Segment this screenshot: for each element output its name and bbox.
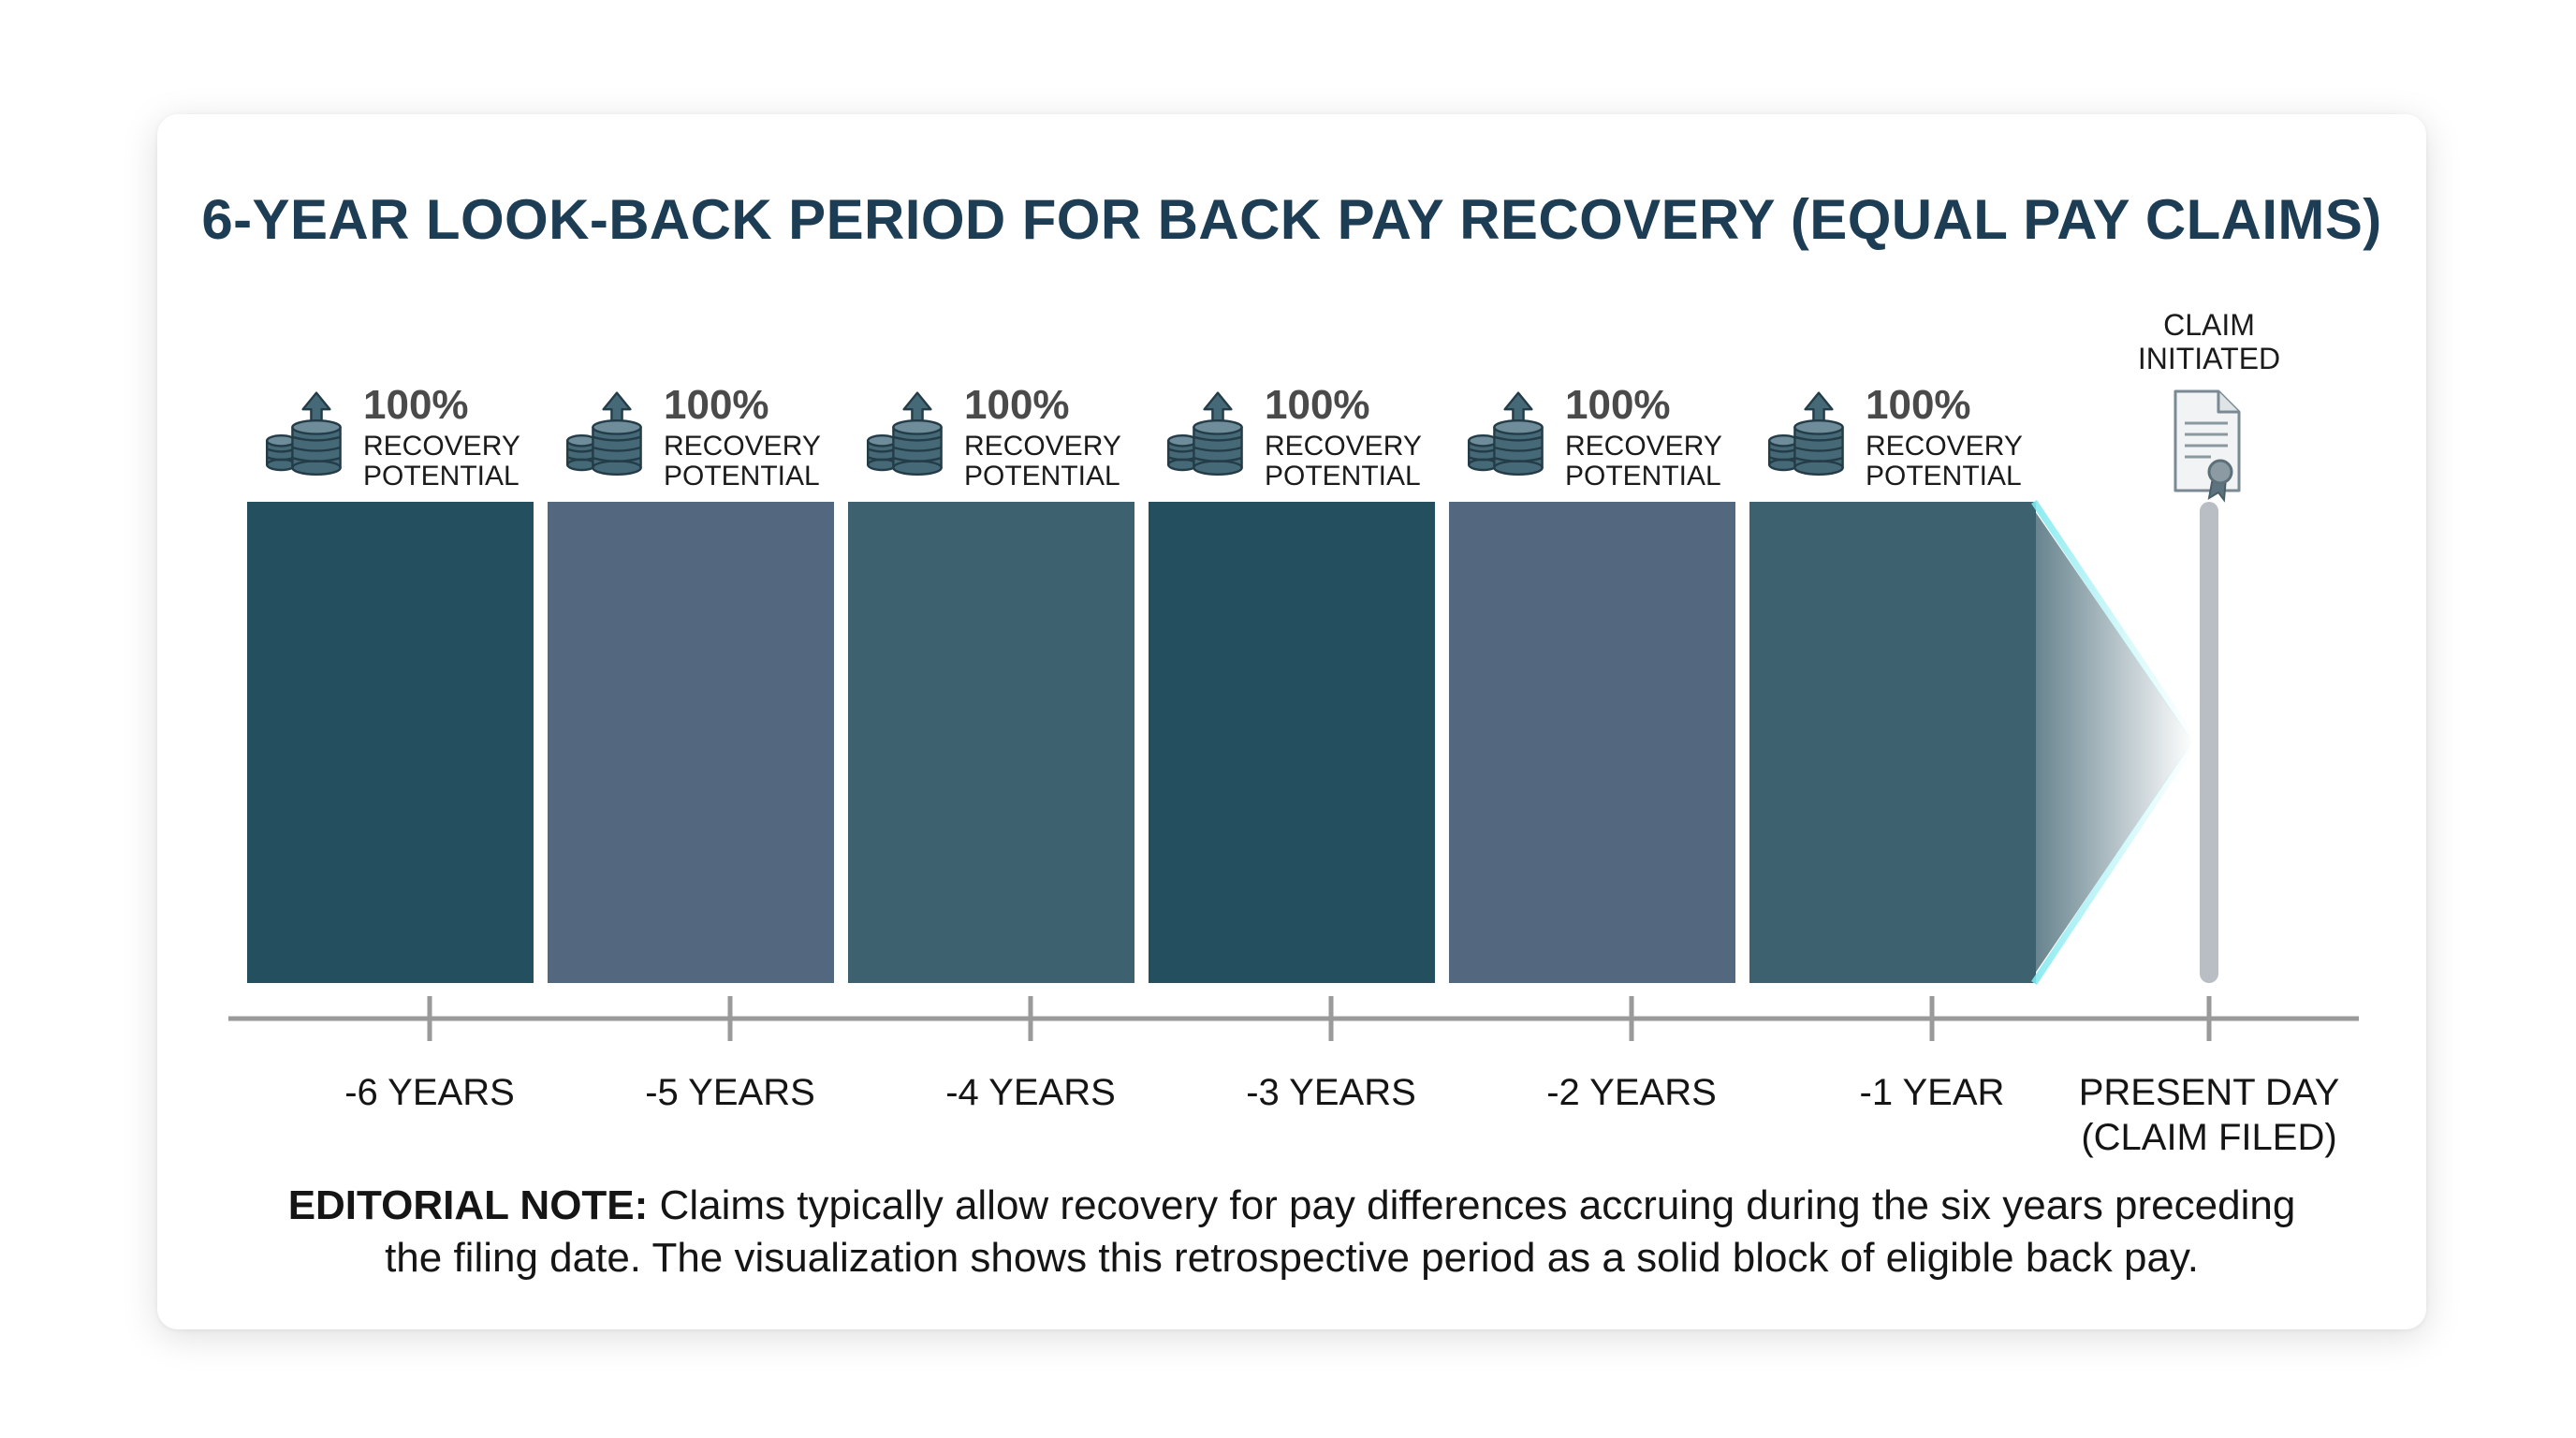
recovery-percent: 100% — [964, 382, 1070, 428]
recovery-label-1: RECOVERY — [1265, 431, 1422, 462]
timeline-tick-label: -5 YEARS — [645, 1072, 815, 1113]
period-block — [848, 502, 1134, 983]
recovery-percent: 100% — [1866, 382, 1971, 428]
page-title: 6-YEAR LOOK-BACK PERIOD FOR BACK PAY REC… — [201, 188, 2382, 251]
timeline-tick-label: -4 YEARS — [945, 1072, 1116, 1113]
recovery-label-1: RECOVERY — [664, 431, 821, 462]
timeline-tick-label: -6 YEARS — [344, 1072, 515, 1113]
recovery-label-2: POTENTIAL — [1565, 461, 1721, 492]
coin-stack-up-arrow-icon — [565, 391, 643, 477]
recovery-label-2: POTENTIAL — [664, 461, 820, 492]
recovery-label-2: POTENTIAL — [1265, 461, 1421, 492]
recovery-label-1: RECOVERY — [964, 431, 1121, 462]
recovery-percent: 100% — [363, 382, 469, 428]
timeline-tick-label: -3 YEARS — [1246, 1072, 1416, 1113]
coin-stack-up-arrow-icon — [1767, 391, 1845, 477]
recovery-label-1: RECOVERY — [1866, 431, 2023, 462]
period-block — [548, 502, 834, 983]
claim-initiated-label-1: CLAIM — [2163, 308, 2255, 342]
fade-arrow-edge — [2031, 500, 2200, 985]
fade-arrow — [1991, 502, 2193, 983]
infographic-card: 6-YEAR LOOK-BACK PERIOD FOR BACK PAY REC… — [157, 114, 2426, 1329]
certificate-document-icon — [2174, 389, 2241, 503]
editorial-note-line-1: EDITORIAL NOTE: Claims typically allow r… — [157, 1180, 2426, 1232]
editorial-note-label: EDITORIAL NOTE: — [287, 1182, 649, 1228]
recovery-label-2: POTENTIAL — [363, 461, 520, 492]
recovery-label-1: RECOVERY — [1565, 431, 1722, 462]
coin-stack-up-arrow-icon — [866, 391, 944, 477]
period-block — [1149, 502, 1435, 983]
coin-stack-up-arrow-icon — [1467, 391, 1544, 477]
timeline-tick-label: -2 YEARS — [1546, 1072, 1717, 1113]
period-block — [247, 502, 534, 983]
recovery-label-1: RECOVERY — [363, 431, 520, 462]
period-block — [1749, 502, 2036, 983]
present-day-label-2: (CLAIM FILED) — [2081, 1117, 2336, 1158]
claim-initiated-label-2: INITIATED — [2138, 342, 2280, 375]
editorial-note-line-2: the filing date. The visualization shows… — [385, 1235, 2199, 1281]
recovery-label-2: POTENTIAL — [1866, 461, 2022, 492]
recovery-percent: 100% — [1265, 382, 1370, 428]
editorial-note: EDITORIAL NOTE: Claims typically allow r… — [157, 1180, 2426, 1284]
coin-stack-up-arrow-icon — [265, 391, 343, 477]
coin-stack-up-arrow-icon — [1166, 391, 1244, 477]
editorial-note-text-1: Claims typically allow recovery for pay … — [659, 1182, 2296, 1228]
recovery-percent: 100% — [664, 382, 769, 428]
recovery-label-2: POTENTIAL — [964, 461, 1120, 492]
timeline-tick-label: -1 YEAR — [1860, 1072, 2005, 1113]
present-day-bar — [2200, 502, 2218, 983]
present-day-label-1: PRESENT DAY — [2079, 1072, 2340, 1113]
period-block — [1449, 502, 1735, 983]
recovery-percent: 100% — [1565, 382, 1671, 428]
